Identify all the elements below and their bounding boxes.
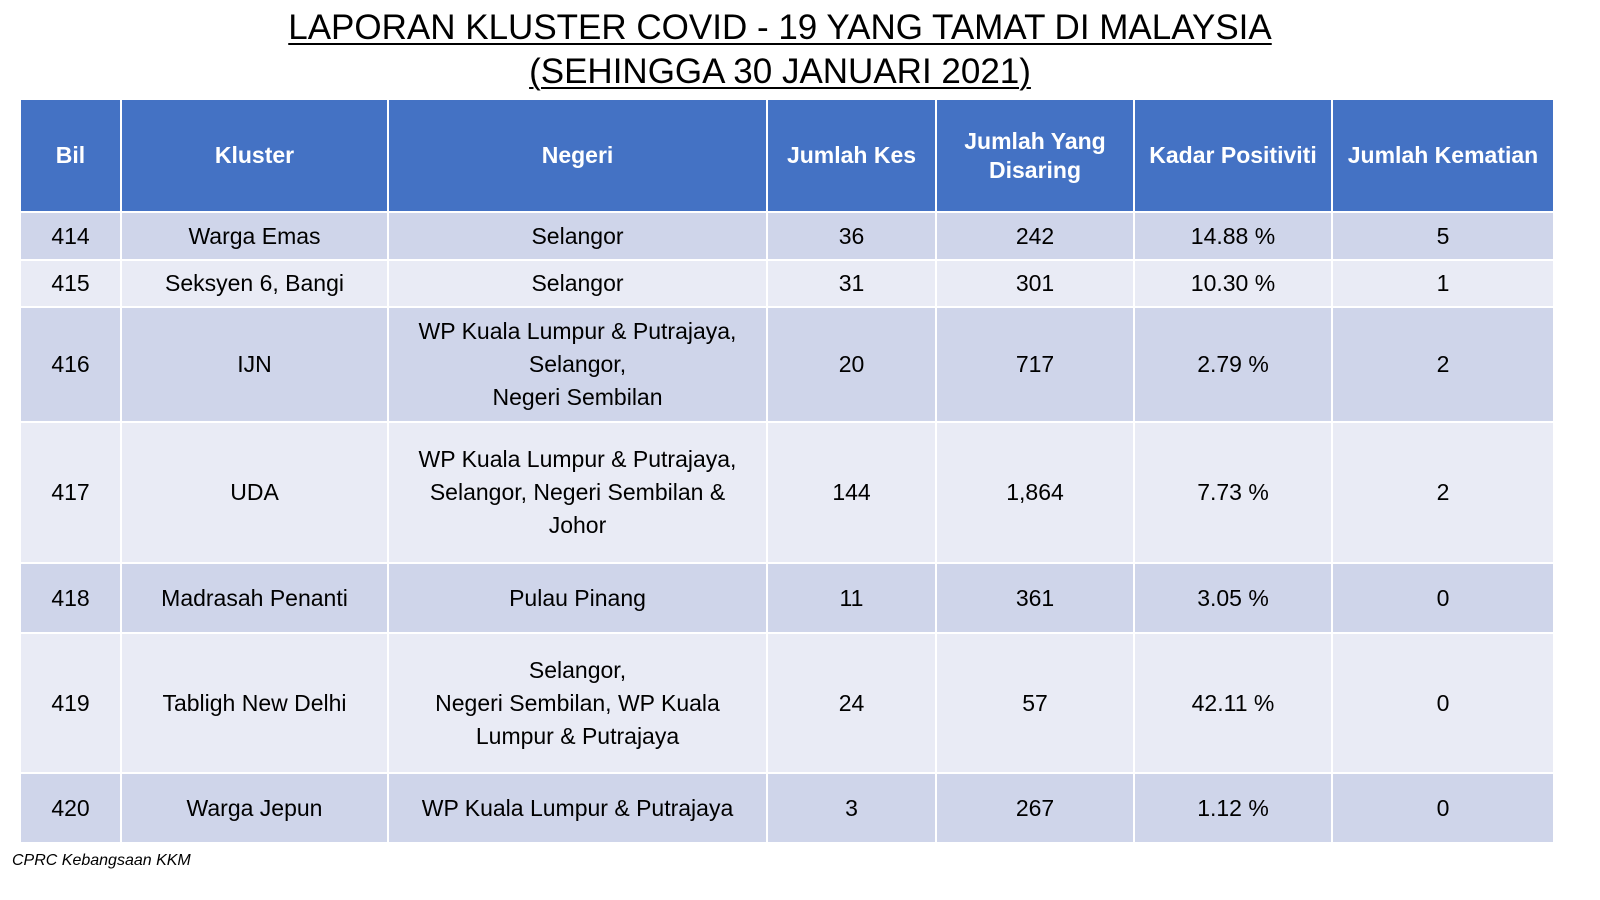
cell-kluster: IJN [120,306,389,423]
cell-jumlah-disaring: 717 [935,306,1135,423]
cell-bil: 414 [19,211,122,261]
cell-kluster: Warga Emas [120,211,389,261]
cell-jumlah-disaring: 361 [935,562,1135,634]
cell-jumlah-disaring: 301 [935,259,1135,308]
cell-jumlah-kes: 144 [766,421,937,564]
cell-kluster: Seksyen 6, Bangi [120,259,389,308]
table-row: 419 Tabligh New Delhi Selangor, Negeri S… [19,632,1555,774]
cell-kluster: Warga Jepun [120,772,389,844]
cell-bil: 416 [19,306,122,423]
cell-negeri: WP Kuala Lumpur & Putrajaya, Selangor, N… [387,421,768,564]
cell-jumlah-kes: 36 [766,211,937,261]
cell-jumlah-disaring: 57 [935,632,1135,774]
cell-jumlah-kematian: 0 [1331,772,1555,844]
cell-negeri: Selangor, Negeri Sembilan, WP Kuala Lump… [387,632,768,774]
cell-jumlah-kematian: 1 [1331,259,1555,308]
table-row: 416 IJN WP Kuala Lumpur & Putrajaya, Sel… [19,306,1555,423]
title-line-2: (SEHINGGA 30 JANUARI 2021) [529,52,1031,91]
cell-jumlah-kematian: 0 [1331,562,1555,634]
cell-jumlah-kes: 31 [766,259,937,308]
header-kadar-positiviti: Kadar Positiviti [1133,98,1333,213]
cell-bil: 418 [19,562,122,634]
page-title: LAPORAN KLUSTER COVID - 19 YANG TAMAT DI… [0,6,1560,94]
cell-jumlah-kematian: 0 [1331,632,1555,774]
source-footnote: CPRC Kebangsaan KKM [12,852,191,869]
table-body: 414 Warga Emas Selangor 36 242 14.88 % 5… [19,211,1555,844]
cell-kadar-positiviti: 3.05 % [1133,562,1333,634]
title-line-1: LAPORAN KLUSTER COVID - 19 YANG TAMAT DI… [288,8,1272,47]
cell-kluster: Madrasah Penanti [120,562,389,634]
cell-kluster: UDA [120,421,389,564]
table-row: 417 UDA WP Kuala Lumpur & Putrajaya, Sel… [19,421,1555,564]
cell-jumlah-kes: 24 [766,632,937,774]
cell-jumlah-kes: 3 [766,772,937,844]
cell-jumlah-kes: 20 [766,306,937,423]
cell-negeri: Selangor [387,211,768,261]
header-jumlah-disaring: Jumlah Yang Disaring [935,98,1135,213]
cell-negeri: WP Kuala Lumpur & Putrajaya, Selangor, N… [387,306,768,423]
cell-bil: 417 [19,421,122,564]
header-jumlah-kes: Jumlah Kes [766,98,937,213]
cell-kadar-positiviti: 1.12 % [1133,772,1333,844]
header-bil: Bil [19,98,122,213]
cell-bil: 420 [19,772,122,844]
table-header: Bil Kluster Negeri Jumlah Kes Jumlah Yan… [19,98,1555,213]
cell-jumlah-kematian: 5 [1331,211,1555,261]
table-row: 418 Madrasah Penanti Pulau Pinang 11 361… [19,562,1555,634]
cluster-table: Bil Kluster Negeri Jumlah Kes Jumlah Yan… [19,98,1555,844]
header-negeri: Negeri [387,98,768,213]
cell-jumlah-kes: 11 [766,562,937,634]
cell-kadar-positiviti: 14.88 % [1133,211,1333,261]
table-row: 414 Warga Emas Selangor 36 242 14.88 % 5 [19,211,1555,261]
table-row: 415 Seksyen 6, Bangi Selangor 31 301 10.… [19,259,1555,308]
table-row: 420 Warga Jepun WP Kuala Lumpur & Putraj… [19,772,1555,844]
cell-bil: 419 [19,632,122,774]
header-jumlah-kematian: Jumlah Kematian [1331,98,1555,213]
cell-negeri: WP Kuala Lumpur & Putrajaya [387,772,768,844]
cell-bil: 415 [19,259,122,308]
cell-jumlah-kematian: 2 [1331,421,1555,564]
cell-negeri: Selangor [387,259,768,308]
cell-kadar-positiviti: 7.73 % [1133,421,1333,564]
table-header-row: Bil Kluster Negeri Jumlah Kes Jumlah Yan… [19,98,1555,213]
cell-kadar-positiviti: 2.79 % [1133,306,1333,423]
cell-kadar-positiviti: 42.11 % [1133,632,1333,774]
cell-jumlah-kematian: 2 [1331,306,1555,423]
cell-jumlah-disaring: 242 [935,211,1135,261]
cell-jumlah-disaring: 267 [935,772,1135,844]
cell-kadar-positiviti: 10.30 % [1133,259,1333,308]
cell-jumlah-disaring: 1,864 [935,421,1135,564]
header-kluster: Kluster [120,98,389,213]
cell-kluster: Tabligh New Delhi [120,632,389,774]
cell-negeri: Pulau Pinang [387,562,768,634]
